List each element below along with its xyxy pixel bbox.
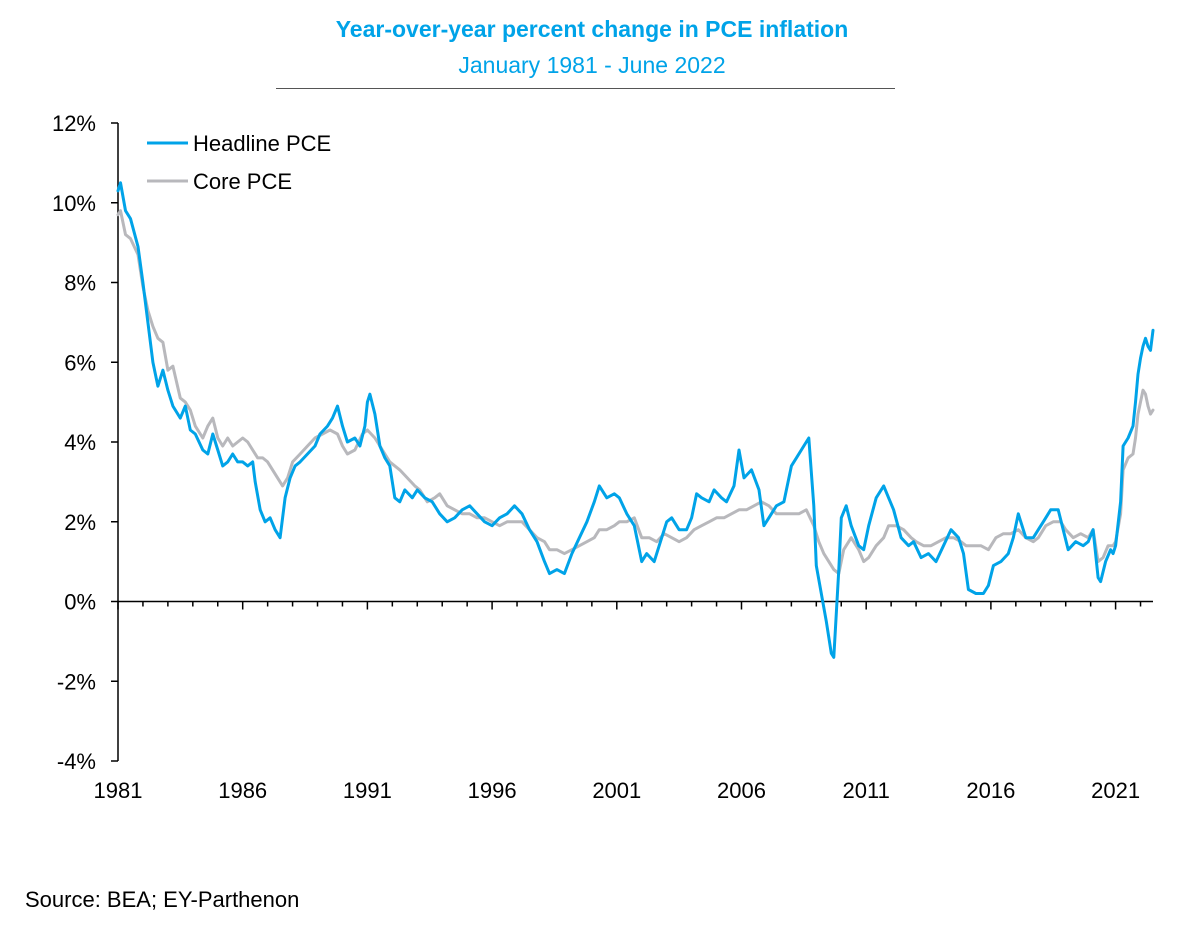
x-tick-label: 2021 bbox=[1091, 778, 1140, 803]
core-pce-line bbox=[116, 209, 1155, 576]
x-tick-label: 2016 bbox=[966, 778, 1015, 803]
legend-label-headline-pce: Headline PCE bbox=[193, 131, 331, 156]
y-tick-label: 10% bbox=[52, 191, 96, 216]
chart-subtitle: January 1981 - June 2022 bbox=[458, 52, 726, 78]
y-tick-label: 8% bbox=[64, 271, 96, 296]
x-tick-label: 2001 bbox=[592, 778, 641, 803]
title-underline bbox=[276, 88, 895, 89]
chart-title: Year-over-year percent change in PCE inf… bbox=[335, 16, 849, 42]
headline-pce-line bbox=[116, 181, 1155, 659]
chart-axes: -4% -2% 0% 2% 4% 6% 8% 10% 12% 1981 1986 1991 1996 20… bbox=[52, 111, 1153, 803]
legend-label-core-pce: Core PCE bbox=[193, 169, 292, 194]
x-tick-label: 2011 bbox=[843, 778, 890, 803]
x-tick-label: 1986 bbox=[218, 778, 267, 803]
y-tick-label: 2% bbox=[64, 510, 96, 535]
chart-series bbox=[116, 181, 1155, 659]
x-tick-label: 2006 bbox=[717, 778, 766, 803]
x-tick-label: 1981 bbox=[94, 778, 143, 803]
y-tick-label: 0% bbox=[64, 590, 96, 615]
y-tick-label: -2% bbox=[57, 669, 96, 694]
x-tick-label: 1996 bbox=[468, 778, 517, 803]
y-tick-label: -4% bbox=[57, 749, 96, 774]
x-tick-label: 1991 bbox=[343, 778, 392, 803]
y-tick-label: 6% bbox=[64, 350, 96, 375]
y-tick-label: 4% bbox=[64, 430, 96, 455]
chart-legend: Headline PCE Core PCE bbox=[147, 131, 331, 194]
source-note: Source: BEA; EY-Parthenon bbox=[25, 887, 300, 912]
y-tick-label: 12% bbox=[52, 111, 96, 136]
